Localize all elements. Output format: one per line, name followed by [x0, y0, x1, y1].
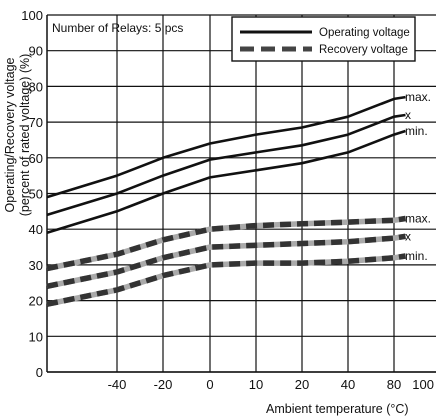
- series-lines: [46, 95, 406, 307]
- grid: [46, 14, 436, 373]
- y-tick-label: 90: [29, 44, 43, 59]
- annotation-relays: Number of Relays: 5 pcs: [52, 21, 183, 35]
- legend: Operating voltage Recovery voltage: [231, 16, 416, 62]
- series-line: [46, 253, 406, 307]
- y-tick-labels: 0 10 20 30 40 50 60 70 80 90 100: [21, 8, 43, 380]
- y-axis-title-line1: Operating/Recovery voltage: [3, 57, 17, 212]
- y-tick-label: 60: [29, 151, 43, 166]
- y-tick-label: 100: [21, 8, 43, 23]
- legend-label-operating: Operating voltage: [319, 27, 410, 39]
- legend-box: [231, 16, 416, 62]
- series-line: [46, 215, 406, 272]
- curve-label: max.: [405, 211, 431, 225]
- x-tick-label: 10: [249, 377, 263, 392]
- curve-label: min.: [405, 124, 428, 138]
- y-tick-label: 80: [29, 79, 43, 94]
- x-tick-label: 40: [341, 377, 355, 392]
- y-axis-title-line2: (percent of rated voltage) (%): [18, 54, 32, 217]
- x-tick-labels: -40 -20 0 10 20 40 80 100: [108, 377, 434, 392]
- x-axis-title: Ambient temperature (°C): [266, 402, 409, 416]
- y-tick-label: 50: [29, 187, 43, 202]
- x-tick-label: -40: [108, 377, 127, 392]
- y-tick-label: 20: [29, 294, 43, 309]
- curve-label: x: [405, 229, 411, 243]
- y-tick-label: 30: [29, 258, 43, 273]
- series-line: [46, 129, 406, 235]
- x-tick-label: 100: [412, 377, 434, 392]
- x-tick-label: 20: [295, 377, 309, 392]
- curve-labels: max. x min. max. x min.: [405, 90, 431, 263]
- x-tick-label: -20: [154, 377, 173, 392]
- series-line: [46, 95, 406, 199]
- y-tick-label: 40: [29, 222, 43, 237]
- x-tick-label: 0: [206, 377, 213, 392]
- legend-label-recovery: Recovery voltage: [319, 44, 408, 56]
- y-tick-label: 10: [29, 329, 43, 344]
- series-line: [46, 113, 406, 217]
- curve-label: x: [405, 108, 411, 122]
- y-tick-label: 70: [29, 115, 43, 130]
- series-line: [46, 233, 406, 289]
- curve-label: min.: [405, 249, 428, 263]
- x-tick-label: 80: [387, 377, 401, 392]
- y-tick-label: 0: [36, 365, 43, 380]
- curve-label: max.: [405, 90, 431, 104]
